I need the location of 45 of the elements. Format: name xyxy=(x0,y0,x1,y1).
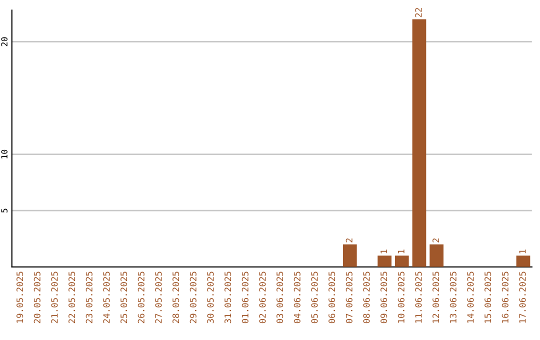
x-tick-label: 14.06.2025 xyxy=(467,272,474,323)
x-tick-label: 08.06.2025 xyxy=(363,272,370,324)
x-tick-label: 13.06.2025 xyxy=(450,272,456,323)
x-tick-label: 17.06.2025 xyxy=(519,272,526,323)
x-tick-label: 04.06.2025 xyxy=(294,272,300,324)
x-tick-label: 31.05.2025 xyxy=(224,272,232,324)
bar xyxy=(342,244,357,267)
x-tick-label: 24.05.2025 xyxy=(103,272,110,324)
data-label: 2 xyxy=(432,238,439,242)
y-tick-label: 5 xyxy=(1,208,8,213)
data-label: 1 xyxy=(398,250,404,254)
bar xyxy=(394,256,409,267)
x-tick-label: 26.05.2025 xyxy=(138,272,144,324)
x-tick-label: 23.05.2025 xyxy=(86,272,92,324)
data-label: 2 xyxy=(346,238,352,242)
x-tick-label: 21.05.2025 xyxy=(51,272,58,324)
x-tick-label: 06.06.2025 xyxy=(328,272,336,324)
x-tick-label: 05.06.2025 xyxy=(311,272,318,324)
data-label: 1 xyxy=(380,250,387,254)
data-label: 22 xyxy=(415,8,422,18)
x-tick-label: 03.06.2025 xyxy=(276,272,284,324)
x-tick-label: 20.05.2025 xyxy=(34,272,40,324)
x-tick-label: 25.05.2025 xyxy=(120,272,128,324)
x-tick-label: 28.05.2025 xyxy=(172,272,180,324)
x-tick-label: 29.05.2025 xyxy=(190,272,196,324)
y-tick-label: 20 xyxy=(1,37,8,46)
x-tick-label: 12.06.2025 xyxy=(432,272,440,323)
bar xyxy=(378,256,392,267)
data-label: 1 xyxy=(519,250,526,254)
x-tick-label: 22.05.2025 xyxy=(68,272,76,324)
bar xyxy=(516,256,530,267)
x-tick-label: 01.06.2025 xyxy=(242,272,248,324)
x-tick-label: 10.06.2025 xyxy=(398,272,404,323)
x-tick-label: 07.06.2025 xyxy=(346,272,352,324)
x-tick-label: 09.06.2025 xyxy=(380,272,388,324)
bar xyxy=(430,244,444,267)
x-tick-label: 19.05.2025 xyxy=(16,272,24,323)
x-tick-label: 02.06.2025 xyxy=(259,272,266,324)
x-tick-label: 16.06.2025 xyxy=(502,272,508,323)
x-tick-label: 30.05.2025 xyxy=(207,272,214,324)
x-tick-label: 11.06.2025 xyxy=(415,272,422,323)
x-tick-label: 27.05.2025 xyxy=(155,272,162,324)
bar xyxy=(412,19,426,267)
y-tick-label: 10 xyxy=(1,150,8,158)
x-tick-label: 15.06.2025 xyxy=(484,272,492,323)
